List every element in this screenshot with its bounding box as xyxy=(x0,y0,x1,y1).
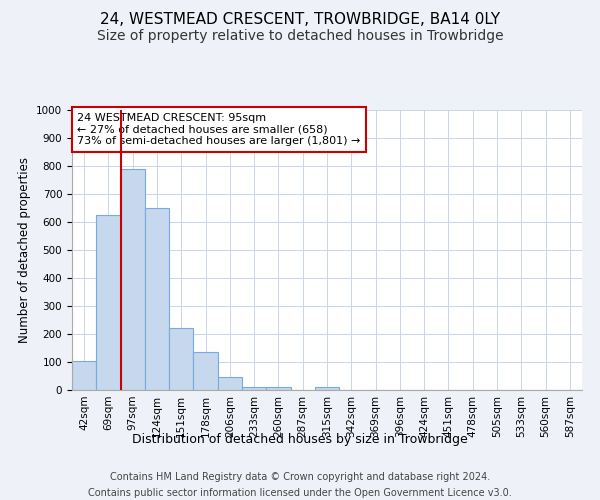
Text: Distribution of detached houses by size in Trowbridge: Distribution of detached houses by size … xyxy=(132,432,468,446)
Bar xyxy=(169,328,193,390)
Bar xyxy=(193,352,218,390)
Text: Contains public sector information licensed under the Open Government Licence v3: Contains public sector information licen… xyxy=(88,488,512,498)
Bar xyxy=(121,169,145,390)
Y-axis label: Number of detached properties: Number of detached properties xyxy=(17,157,31,343)
Bar xyxy=(218,378,242,390)
Bar xyxy=(266,387,290,390)
Text: Size of property relative to detached houses in Trowbridge: Size of property relative to detached ho… xyxy=(97,29,503,43)
Bar xyxy=(315,387,339,390)
Bar xyxy=(72,361,96,390)
Text: Contains HM Land Registry data © Crown copyright and database right 2024.: Contains HM Land Registry data © Crown c… xyxy=(110,472,490,482)
Text: 24 WESTMEAD CRESCENT: 95sqm
← 27% of detached houses are smaller (658)
73% of se: 24 WESTMEAD CRESCENT: 95sqm ← 27% of det… xyxy=(77,113,361,146)
Bar xyxy=(145,208,169,390)
Text: 24, WESTMEAD CRESCENT, TROWBRIDGE, BA14 0LY: 24, WESTMEAD CRESCENT, TROWBRIDGE, BA14 … xyxy=(100,12,500,28)
Bar xyxy=(96,215,121,390)
Bar xyxy=(242,387,266,390)
